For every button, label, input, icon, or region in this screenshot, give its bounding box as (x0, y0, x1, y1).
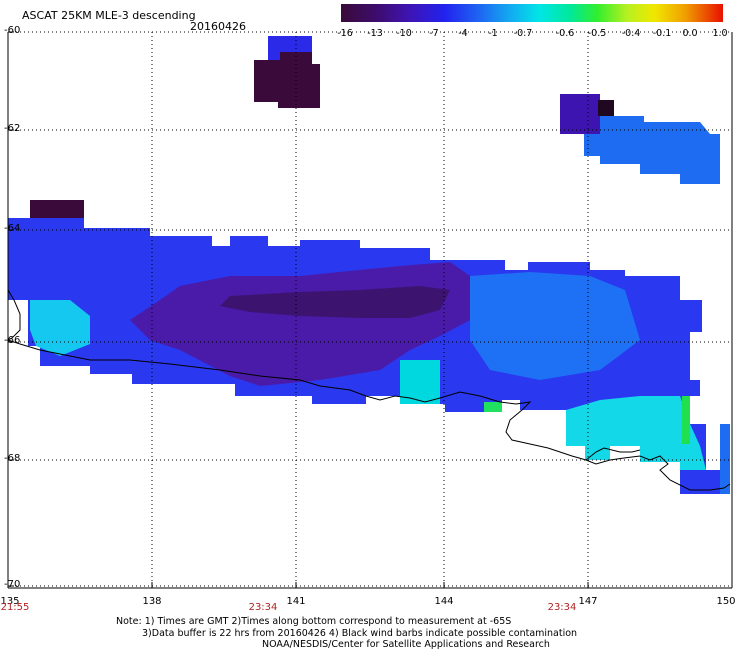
colorbar-label: -0.6 (555, 28, 575, 39)
map-date: 20160426 (190, 20, 246, 33)
lon-label: 144 (434, 596, 454, 607)
lon-label: 147 (578, 596, 598, 607)
colorbar-gradient (341, 4, 723, 22)
time-label: 21:55 (0, 602, 30, 613)
colorbar-label: -10 (396, 28, 412, 39)
patch-east-strip (720, 424, 730, 494)
map-title: ASCAT 25KM MLE-3 descending (22, 9, 196, 22)
swath-patches (8, 36, 730, 494)
swath-top-dark (30, 200, 84, 218)
lat-label: -62 (4, 123, 21, 134)
colorbar-label: 1.0 (712, 28, 728, 39)
lat-label: -70 (4, 579, 21, 590)
lon-label: 135 (0, 596, 20, 607)
lat-label: -64 (4, 223, 21, 234)
time-label: 23:34 (547, 602, 577, 613)
swath-green-strip (682, 396, 690, 444)
time-label: 23:34 (248, 602, 278, 613)
lat-label: -68 (4, 453, 21, 464)
colorbar-label: -16 (337, 28, 353, 39)
patch-northeast-purple (560, 94, 600, 134)
colorbar-label: -0.7 (513, 28, 533, 39)
map-frame (7, 32, 733, 589)
colorbar-label: -1 (488, 28, 498, 39)
patch-north-dark (254, 52, 320, 108)
axis-ticks (8, 31, 589, 588)
colorbar-label: -7 (429, 28, 439, 39)
colorbar-label: -0.5 (587, 28, 607, 39)
swath-light-blue-east (470, 272, 640, 380)
colorbar-label: -0.1 (652, 28, 672, 39)
lat-label: -60 (4, 25, 21, 36)
note-line-3: NOAA/NESDIS/Center for Satellite Applica… (262, 639, 550, 650)
lon-label: 141 (286, 596, 306, 607)
colorbar-label: -13 (367, 28, 383, 39)
lon-label: 150 (716, 596, 736, 607)
swath-dark-core (220, 286, 450, 318)
lon-label: 138 (142, 596, 162, 607)
coastline-bay (585, 447, 641, 461)
note-line-2: 3)Data buffer is 22 hrs from 20160426 4)… (142, 628, 578, 639)
note-line-1: Note: 1) Times are GMT 2)Times along bot… (116, 616, 512, 627)
colorbar-label: 0.0 (682, 28, 698, 39)
swath-cyan-east (566, 396, 706, 470)
coastline (6, 289, 731, 491)
swath-cyan-south (400, 360, 440, 404)
patch-northeast-dark (598, 100, 614, 116)
colorbar-label: -4 (458, 28, 468, 39)
graticule (8, 31, 732, 588)
lat-label: -66 (4, 335, 21, 346)
colorbar-label: -0.4 (621, 28, 641, 39)
swath-green-small (484, 402, 502, 412)
